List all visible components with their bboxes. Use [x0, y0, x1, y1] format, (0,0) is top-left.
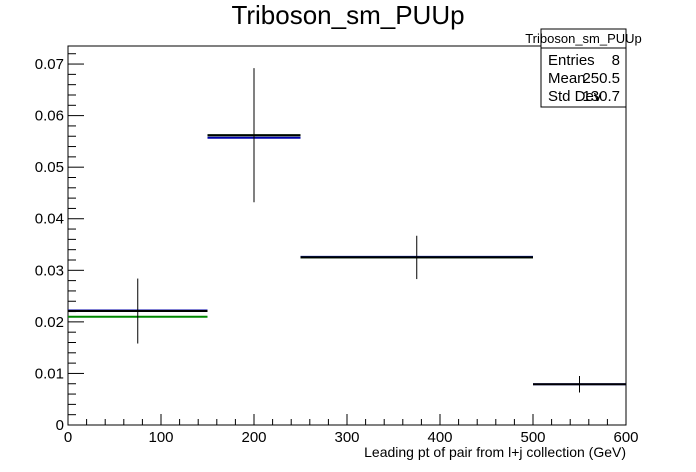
chart-title: Triboson_sm_PUUp	[231, 0, 464, 30]
stats-entries-label: Entries	[548, 52, 595, 69]
stats-box-frame	[540, 28, 627, 108]
stats-mean-value: 250.5	[582, 70, 620, 87]
x-tick-label: 0	[64, 429, 72, 446]
y-tick-label: 0.07	[35, 56, 64, 73]
y-tick-label: 0.01	[35, 365, 64, 382]
x-tick-label: 600	[613, 429, 638, 446]
stats-box-title: Triboson_sm_PUUp	[525, 31, 642, 46]
y-tick-label: 0.02	[35, 314, 64, 331]
x-tick-label: 200	[241, 429, 266, 446]
x-axis-title: Leading pt of pair from l+j collection (…	[364, 444, 626, 460]
stats-entries-value: 8	[612, 52, 620, 69]
y-tick-label: 0	[56, 417, 64, 434]
axes: 0 100 200 300 400 500 600 0 0.01 0.02 0.03 0.04 0.05…	[35, 45, 639, 446]
stats-mean-label: Mean	[548, 70, 586, 87]
y-tick-label: 0.04	[35, 211, 64, 228]
x-tick-label: 400	[427, 429, 452, 446]
stats-stddev-value: 130.7	[582, 88, 620, 105]
x-tick-label: 500	[520, 429, 545, 446]
stats-box: Triboson_sm_PUUp Entries 8 Mean 250.5 St…	[525, 28, 642, 108]
y-tick-label: 0.05	[35, 159, 64, 176]
x-tick-label: 300	[334, 429, 359, 446]
y-tick-label: 0.06	[35, 108, 64, 125]
stats-stddev-label: Std Dev	[548, 88, 602, 105]
histogram-bins	[68, 68, 626, 393]
y-tick-label: 0.03	[35, 262, 64, 279]
x-tick-label: 100	[148, 429, 173, 446]
